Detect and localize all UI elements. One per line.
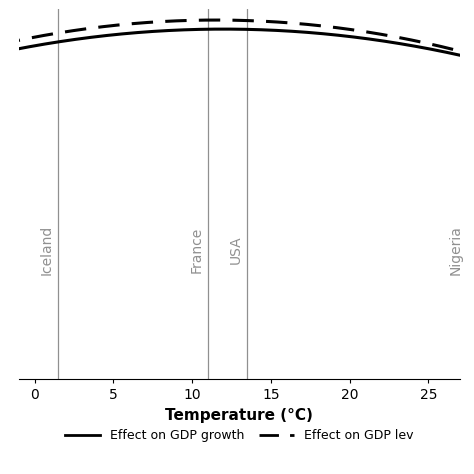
Text: France: France <box>189 227 203 273</box>
Legend: Effect on GDP growth, Effect on GDP lev: Effect on GDP growth, Effect on GDP lev <box>60 424 419 447</box>
Text: USA: USA <box>228 236 243 264</box>
Text: Nigeria: Nigeria <box>449 225 463 275</box>
Text: Iceland: Iceland <box>40 225 54 275</box>
X-axis label: Temperature (°C): Temperature (°C) <box>165 408 313 423</box>
